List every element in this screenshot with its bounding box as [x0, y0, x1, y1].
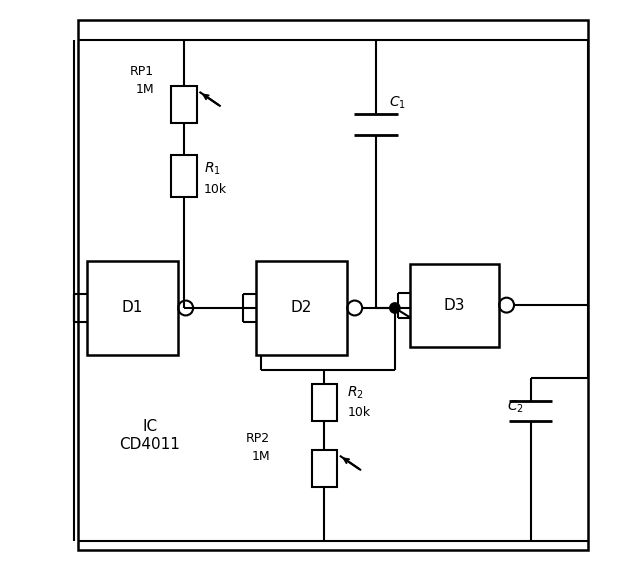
Bar — [172, 155, 197, 198]
Text: $C_2$: $C_2$ — [507, 399, 523, 415]
Text: RP1: RP1 — [130, 65, 154, 78]
Text: 10k: 10k — [204, 183, 227, 195]
Text: D1: D1 — [122, 300, 143, 316]
Text: 1M: 1M — [251, 450, 270, 463]
Text: D2: D2 — [291, 300, 312, 316]
Text: IC
CD4011: IC CD4011 — [119, 419, 180, 452]
Bar — [312, 384, 337, 421]
Text: $R_1$: $R_1$ — [204, 161, 221, 177]
Bar — [172, 87, 197, 123]
Bar — [410, 264, 499, 347]
Bar — [87, 261, 178, 355]
Circle shape — [390, 303, 400, 313]
Text: 10k: 10k — [347, 406, 370, 419]
Bar — [256, 261, 347, 355]
Text: $C_1$: $C_1$ — [389, 95, 406, 111]
Bar — [312, 450, 337, 486]
Text: D3: D3 — [444, 297, 466, 313]
Text: RP2: RP2 — [246, 432, 270, 445]
Text: 1M: 1M — [136, 84, 154, 96]
Bar — [78, 20, 588, 550]
Text: $R_2$: $R_2$ — [347, 384, 364, 401]
